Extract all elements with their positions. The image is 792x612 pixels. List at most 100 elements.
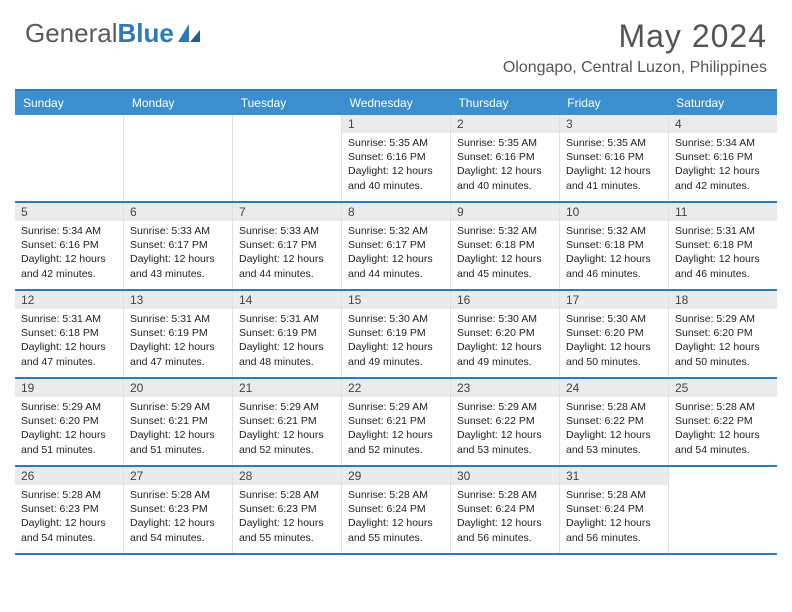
day-number: 14 <box>233 291 341 309</box>
calendar-day <box>15 115 124 201</box>
day-number: 31 <box>560 467 668 485</box>
sunset-text: Sunset: 6:22 PM <box>457 414 553 428</box>
daylight-text: Daylight: 12 hours and 42 minutes. <box>675 164 771 192</box>
sunset-text: Sunset: 6:16 PM <box>566 150 662 164</box>
logo-text-2: Blue <box>118 18 174 49</box>
daylight-text: Daylight: 12 hours and 53 minutes. <box>566 428 662 456</box>
day-number: 10 <box>560 203 668 221</box>
calendar: SundayMondayTuesdayWednesdayThursdayFrid… <box>15 89 777 555</box>
calendar-day <box>233 115 342 201</box>
day-details: Sunrise: 5:31 AMSunset: 6:19 PMDaylight:… <box>233 309 341 373</box>
day-number: 3 <box>560 115 668 133</box>
sunrise-text: Sunrise: 5:28 AM <box>348 488 444 502</box>
calendar-day: 6Sunrise: 5:33 AMSunset: 6:17 PMDaylight… <box>124 203 233 289</box>
day-number: 6 <box>124 203 232 221</box>
day-number: 2 <box>451 115 559 133</box>
daylight-text: Daylight: 12 hours and 48 minutes. <box>239 340 335 368</box>
calendar-day: 11Sunrise: 5:31 AMSunset: 6:18 PMDayligh… <box>669 203 777 289</box>
sunset-text: Sunset: 6:23 PM <box>21 502 117 516</box>
daylight-text: Daylight: 12 hours and 47 minutes. <box>130 340 226 368</box>
logo-text-1: General <box>25 18 118 49</box>
calendar-week: 1Sunrise: 5:35 AMSunset: 6:16 PMDaylight… <box>15 115 777 203</box>
sunrise-text: Sunrise: 5:32 AM <box>457 224 553 238</box>
day-details: Sunrise: 5:28 AMSunset: 6:23 PMDaylight:… <box>124 485 232 549</box>
sunrise-text: Sunrise: 5:29 AM <box>21 400 117 414</box>
day-number: 28 <box>233 467 341 485</box>
sunset-text: Sunset: 6:18 PM <box>457 238 553 252</box>
day-number: 5 <box>15 203 123 221</box>
calendar-day: 7Sunrise: 5:33 AMSunset: 6:17 PMDaylight… <box>233 203 342 289</box>
daylight-text: Daylight: 12 hours and 50 minutes. <box>566 340 662 368</box>
sunrise-text: Sunrise: 5:35 AM <box>457 136 553 150</box>
sunrise-text: Sunrise: 5:34 AM <box>21 224 117 238</box>
calendar-day: 10Sunrise: 5:32 AMSunset: 6:18 PMDayligh… <box>560 203 669 289</box>
sunset-text: Sunset: 6:22 PM <box>566 414 662 428</box>
sunrise-text: Sunrise: 5:33 AM <box>239 224 335 238</box>
calendar-day: 24Sunrise: 5:28 AMSunset: 6:22 PMDayligh… <box>560 379 669 465</box>
day-number: 8 <box>342 203 450 221</box>
sunset-text: Sunset: 6:18 PM <box>21 326 117 340</box>
calendar-day: 9Sunrise: 5:32 AMSunset: 6:18 PMDaylight… <box>451 203 560 289</box>
daylight-text: Daylight: 12 hours and 44 minutes. <box>348 252 444 280</box>
weekday-header: Thursday <box>450 91 559 115</box>
day-details: Sunrise: 5:32 AMSunset: 6:17 PMDaylight:… <box>342 221 450 285</box>
daylight-text: Daylight: 12 hours and 44 minutes. <box>239 252 335 280</box>
day-number: 16 <box>451 291 559 309</box>
day-number: 23 <box>451 379 559 397</box>
day-details <box>124 119 232 126</box>
day-details: Sunrise: 5:33 AMSunset: 6:17 PMDaylight:… <box>233 221 341 285</box>
day-number: 24 <box>560 379 668 397</box>
day-details: Sunrise: 5:35 AMSunset: 6:16 PMDaylight:… <box>560 133 668 197</box>
sunset-text: Sunset: 6:24 PM <box>566 502 662 516</box>
calendar-day <box>669 467 777 553</box>
day-details: Sunrise: 5:31 AMSunset: 6:18 PMDaylight:… <box>15 309 123 373</box>
calendar-day: 31Sunrise: 5:28 AMSunset: 6:24 PMDayligh… <box>560 467 669 553</box>
day-number: 21 <box>233 379 341 397</box>
sunrise-text: Sunrise: 5:28 AM <box>566 488 662 502</box>
day-details: Sunrise: 5:33 AMSunset: 6:17 PMDaylight:… <box>124 221 232 285</box>
sunset-text: Sunset: 6:23 PM <box>130 502 226 516</box>
day-details: Sunrise: 5:28 AMSunset: 6:22 PMDaylight:… <box>669 397 777 461</box>
calendar-day: 23Sunrise: 5:29 AMSunset: 6:22 PMDayligh… <box>451 379 560 465</box>
day-details: Sunrise: 5:29 AMSunset: 6:21 PMDaylight:… <box>342 397 450 461</box>
sunrise-text: Sunrise: 5:29 AM <box>348 400 444 414</box>
sunrise-text: Sunrise: 5:29 AM <box>239 400 335 414</box>
sunrise-text: Sunrise: 5:35 AM <box>566 136 662 150</box>
day-number: 15 <box>342 291 450 309</box>
daylight-text: Daylight: 12 hours and 52 minutes. <box>239 428 335 456</box>
weekday-header: Saturday <box>668 91 777 115</box>
day-number: 20 <box>124 379 232 397</box>
day-number: 29 <box>342 467 450 485</box>
month-title: May 2024 <box>503 18 767 55</box>
day-number: 25 <box>669 379 777 397</box>
day-number: 13 <box>124 291 232 309</box>
day-number: 12 <box>15 291 123 309</box>
day-details: Sunrise: 5:28 AMSunset: 6:22 PMDaylight:… <box>560 397 668 461</box>
sunset-text: Sunset: 6:19 PM <box>130 326 226 340</box>
day-details: Sunrise: 5:28 AMSunset: 6:24 PMDaylight:… <box>342 485 450 549</box>
calendar-day: 18Sunrise: 5:29 AMSunset: 6:20 PMDayligh… <box>669 291 777 377</box>
day-details: Sunrise: 5:35 AMSunset: 6:16 PMDaylight:… <box>451 133 559 197</box>
sunset-text: Sunset: 6:17 PM <box>348 238 444 252</box>
sunset-text: Sunset: 6:20 PM <box>566 326 662 340</box>
day-details: Sunrise: 5:30 AMSunset: 6:20 PMDaylight:… <box>451 309 559 373</box>
daylight-text: Daylight: 12 hours and 56 minutes. <box>457 516 553 544</box>
sunrise-text: Sunrise: 5:29 AM <box>675 312 771 326</box>
calendar-day: 25Sunrise: 5:28 AMSunset: 6:22 PMDayligh… <box>669 379 777 465</box>
day-details: Sunrise: 5:30 AMSunset: 6:20 PMDaylight:… <box>560 309 668 373</box>
calendar-day <box>124 115 233 201</box>
sunset-text: Sunset: 6:24 PM <box>348 502 444 516</box>
sunrise-text: Sunrise: 5:28 AM <box>675 400 771 414</box>
sunset-text: Sunset: 6:16 PM <box>457 150 553 164</box>
day-number: 4 <box>669 115 777 133</box>
daylight-text: Daylight: 12 hours and 49 minutes. <box>457 340 553 368</box>
day-details: Sunrise: 5:32 AMSunset: 6:18 PMDaylight:… <box>451 221 559 285</box>
daylight-text: Daylight: 12 hours and 42 minutes. <box>21 252 117 280</box>
day-details: Sunrise: 5:29 AMSunset: 6:20 PMDaylight:… <box>669 309 777 373</box>
day-number: 26 <box>15 467 123 485</box>
calendar-day: 21Sunrise: 5:29 AMSunset: 6:21 PMDayligh… <box>233 379 342 465</box>
day-details: Sunrise: 5:29 AMSunset: 6:22 PMDaylight:… <box>451 397 559 461</box>
calendar-day: 16Sunrise: 5:30 AMSunset: 6:20 PMDayligh… <box>451 291 560 377</box>
daylight-text: Daylight: 12 hours and 46 minutes. <box>675 252 771 280</box>
day-number: 17 <box>560 291 668 309</box>
